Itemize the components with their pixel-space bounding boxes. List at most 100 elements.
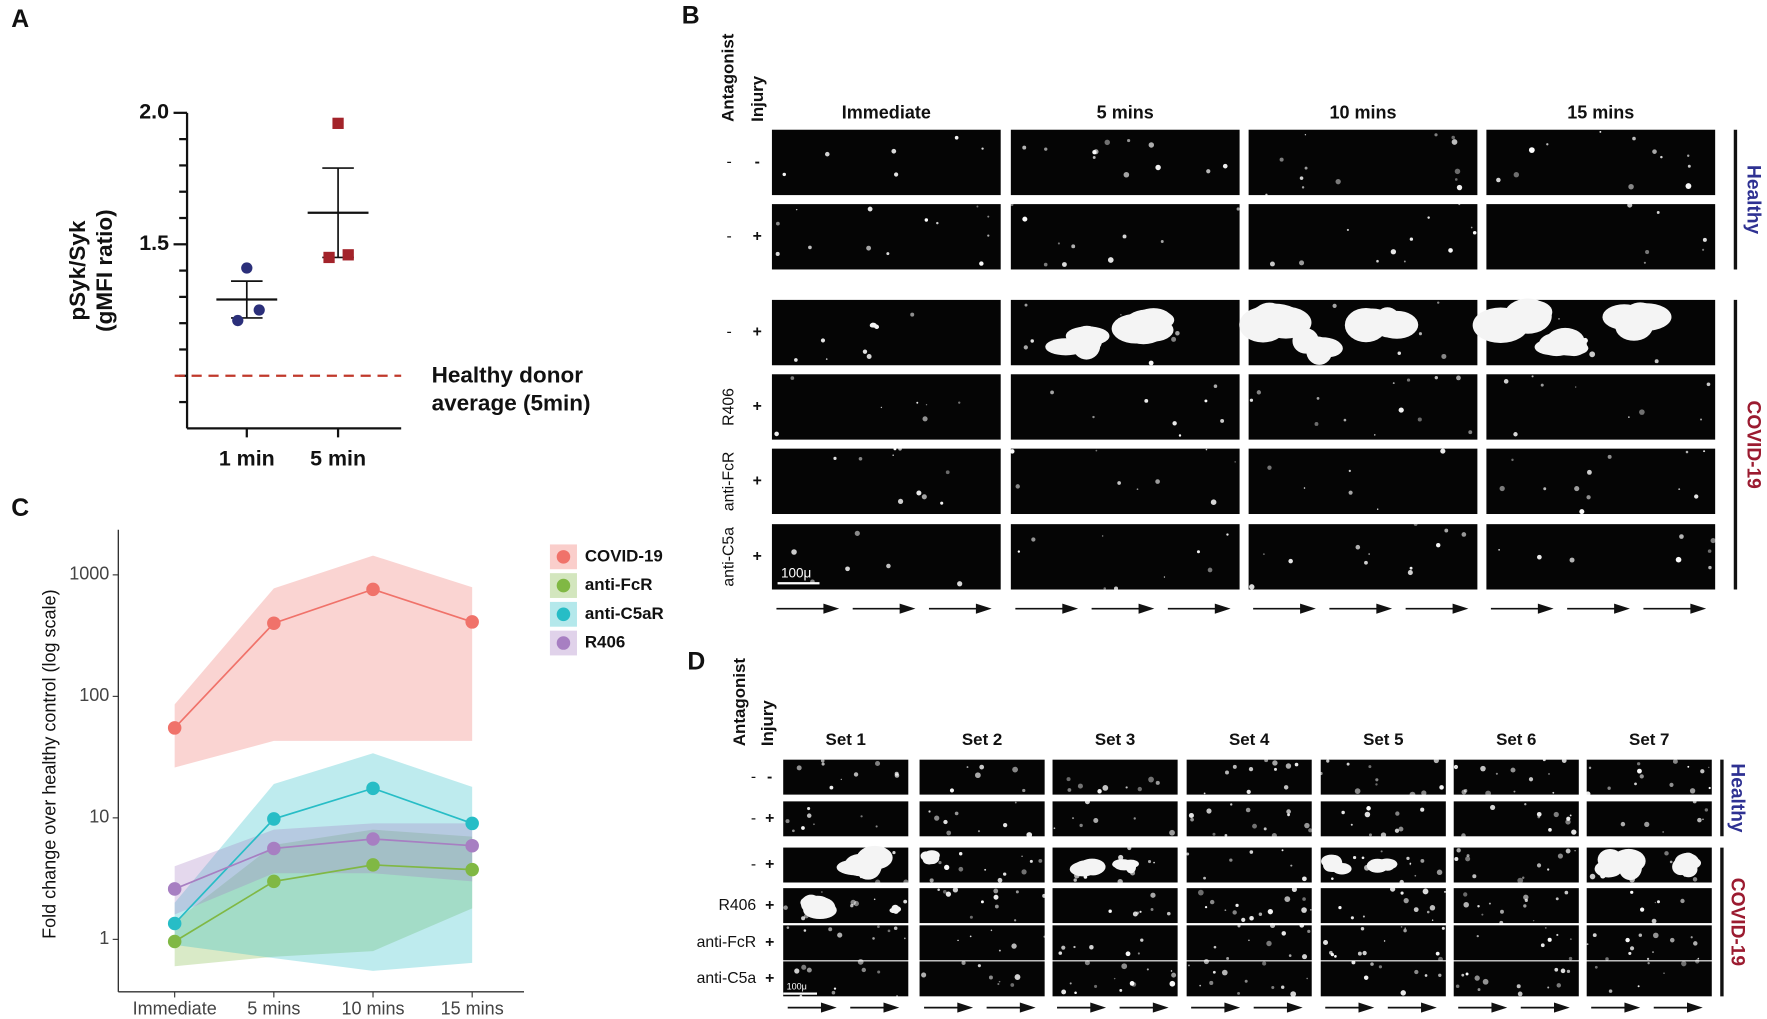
speck xyxy=(1702,237,1707,242)
speck xyxy=(1271,832,1277,839)
micrograph xyxy=(1453,888,1579,925)
speck xyxy=(833,987,837,990)
speck xyxy=(1547,868,1550,871)
speck xyxy=(1172,421,1177,426)
speck xyxy=(1150,892,1156,898)
antagonist-label: anti-FcR xyxy=(697,934,757,951)
speck xyxy=(1150,908,1154,911)
micrograph-frame xyxy=(1010,524,1240,590)
speck xyxy=(1560,968,1566,974)
legend-label: anti-C5aR xyxy=(585,604,664,623)
speck xyxy=(1588,766,1592,770)
speck xyxy=(1543,487,1547,491)
speck xyxy=(1403,898,1409,904)
speck xyxy=(1433,757,1439,764)
speck xyxy=(1409,566,1413,570)
speck xyxy=(1146,968,1149,971)
flow-arrow-head xyxy=(1421,1002,1437,1013)
speck xyxy=(1362,915,1365,918)
micrograph xyxy=(1248,522,1478,590)
speck xyxy=(1463,892,1468,897)
speck xyxy=(1206,169,1211,174)
speck xyxy=(1015,484,1020,489)
speck xyxy=(790,376,795,380)
speck xyxy=(1625,937,1630,943)
speck xyxy=(1348,490,1353,495)
point xyxy=(232,314,244,327)
speck xyxy=(1692,799,1697,804)
speck xyxy=(1291,886,1297,892)
micrograph xyxy=(1052,888,1178,924)
speck xyxy=(958,866,964,872)
speck xyxy=(1024,303,1028,307)
speck xyxy=(786,926,790,929)
series-line xyxy=(174,864,473,943)
speck xyxy=(1352,855,1357,860)
speck xyxy=(1566,969,1571,974)
speck xyxy=(794,968,800,974)
speck xyxy=(1361,856,1365,860)
speck xyxy=(1400,891,1404,895)
speck xyxy=(1190,817,1194,822)
speck xyxy=(1237,991,1241,995)
speck xyxy=(1566,816,1571,821)
speck xyxy=(1436,542,1441,548)
speck xyxy=(1213,945,1217,949)
speck xyxy=(1022,788,1026,793)
speck xyxy=(1461,833,1466,838)
speck xyxy=(1015,890,1019,894)
speck xyxy=(975,772,981,779)
blob xyxy=(922,855,936,865)
y-axis-label: Fold change over healthy control (log sc… xyxy=(39,589,59,938)
speck xyxy=(1607,786,1611,790)
speck xyxy=(921,494,927,500)
micrograph xyxy=(1319,757,1446,798)
speck xyxy=(1117,878,1123,885)
speck xyxy=(1522,876,1525,879)
speck xyxy=(1695,959,1700,964)
speck xyxy=(1565,848,1571,854)
speck xyxy=(1524,898,1528,902)
speck xyxy=(1301,907,1307,913)
speck xyxy=(922,416,928,422)
speck xyxy=(897,498,904,505)
speck xyxy=(806,967,812,973)
speck xyxy=(1197,889,1204,896)
speck xyxy=(1569,938,1572,940)
speck xyxy=(1499,485,1505,492)
speck xyxy=(1308,828,1313,833)
speck xyxy=(1398,826,1404,832)
speck xyxy=(1222,163,1228,169)
speck xyxy=(1409,791,1416,798)
speck xyxy=(921,972,927,978)
speck xyxy=(1427,216,1430,219)
micrograph-frame xyxy=(1320,759,1446,795)
flow-arrow-head xyxy=(1214,603,1231,614)
speck xyxy=(1687,154,1690,157)
speck xyxy=(958,852,963,856)
speck xyxy=(1646,957,1650,961)
group-label: COVID-19 xyxy=(1742,401,1763,489)
blob xyxy=(1597,849,1623,871)
speck xyxy=(1346,762,1350,766)
column-label: 10 mins xyxy=(1329,103,1396,123)
speck xyxy=(1394,828,1400,833)
speck xyxy=(1307,929,1311,933)
micrograph xyxy=(1052,759,1178,795)
speck xyxy=(866,245,872,251)
micrograph xyxy=(1453,758,1579,797)
speck xyxy=(1368,765,1372,769)
speck xyxy=(1113,977,1116,980)
speck xyxy=(1510,767,1516,773)
antagonist-label: anti-C5a xyxy=(720,527,737,587)
micrograph xyxy=(1585,759,1712,797)
speck xyxy=(1097,789,1102,794)
column-header: Antagonist xyxy=(719,33,738,122)
point xyxy=(267,812,281,826)
speck xyxy=(1706,382,1711,387)
speck xyxy=(875,825,878,828)
speck xyxy=(1638,933,1643,937)
micrograph xyxy=(1453,847,1579,884)
speck xyxy=(1403,928,1407,933)
speck xyxy=(1104,139,1110,146)
